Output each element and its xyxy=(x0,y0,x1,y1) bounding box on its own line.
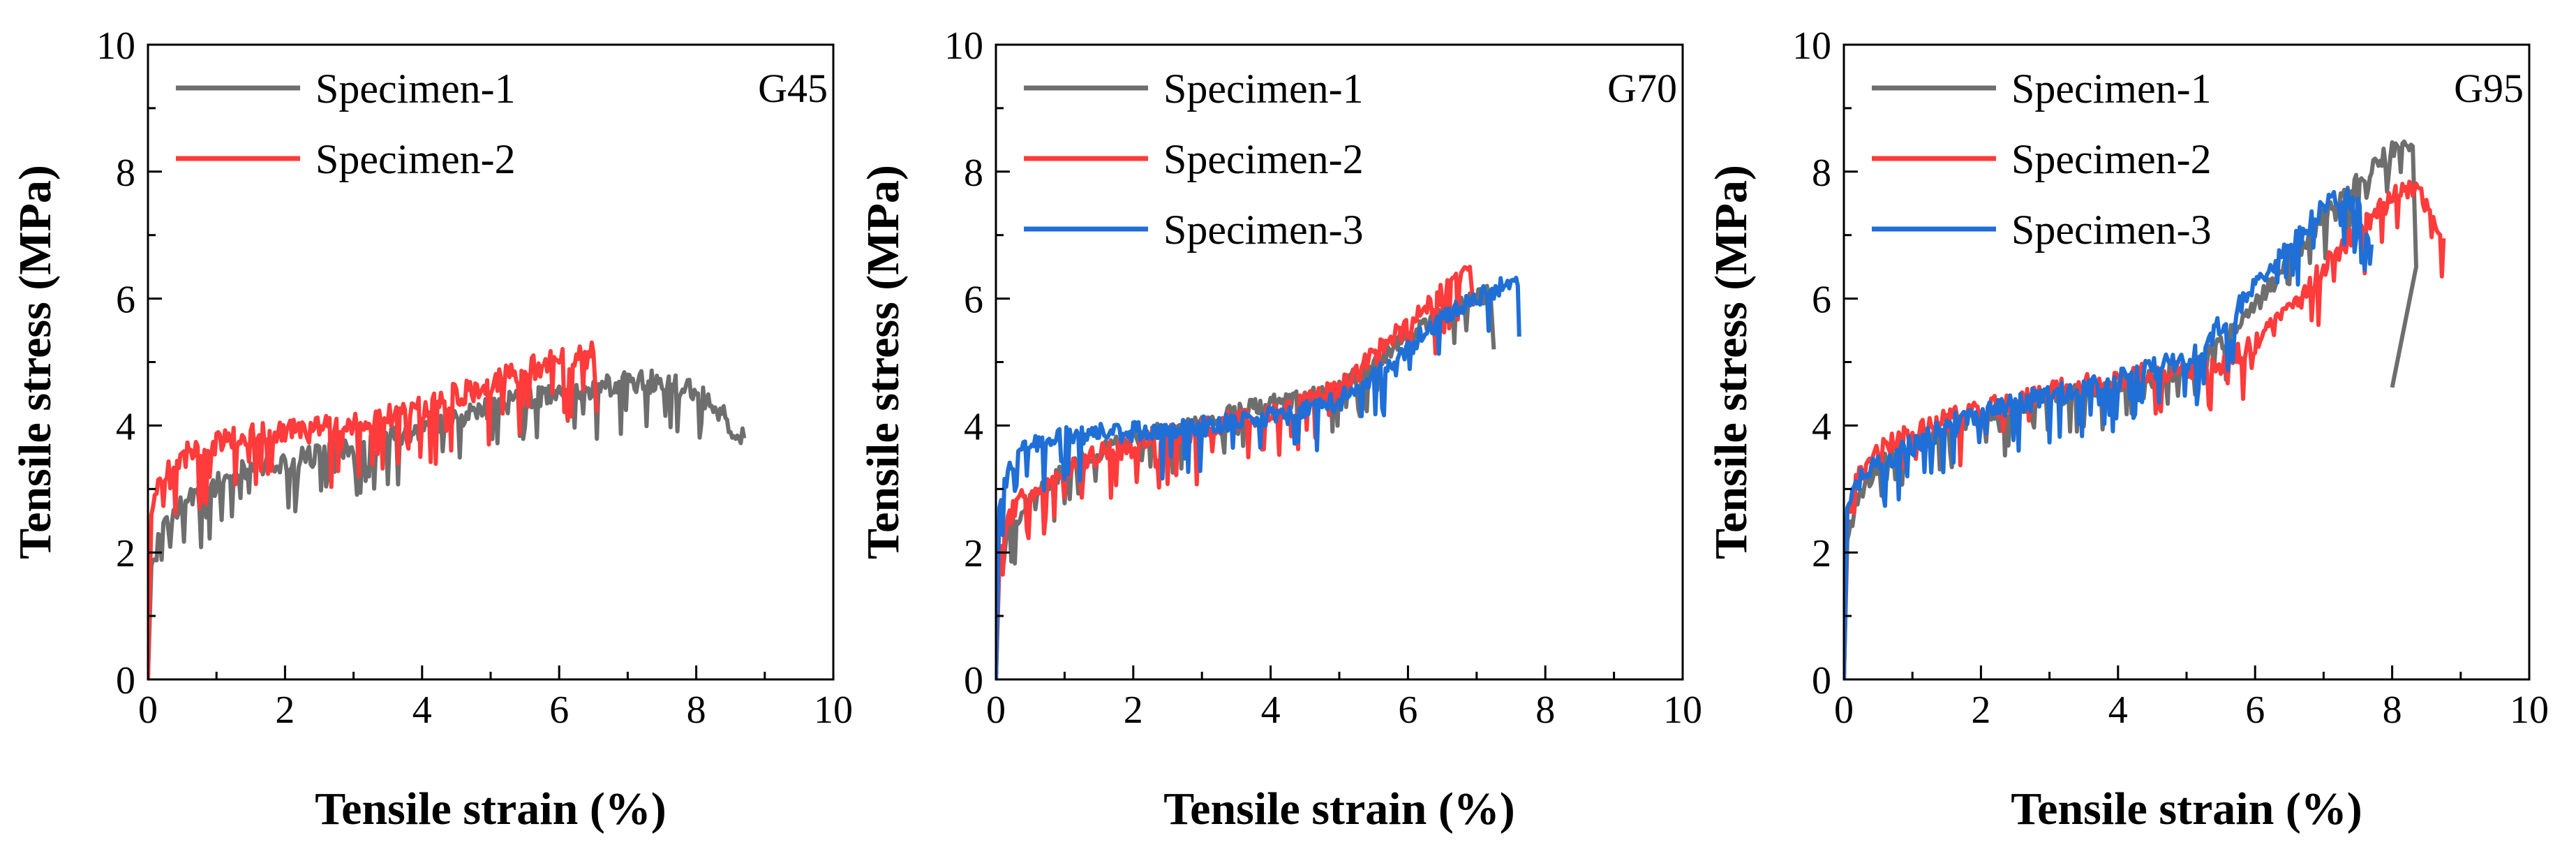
series-line-specimen-2 xyxy=(148,340,600,679)
x-tick-label: 0 xyxy=(986,689,1006,732)
x-tick-label: 8 xyxy=(1535,689,1555,732)
y-tick-label: 6 xyxy=(1812,279,1831,322)
y-tick-label: 4 xyxy=(964,405,983,448)
x-tick-label: 10 xyxy=(2510,689,2549,732)
y-tick-label: 2 xyxy=(1812,532,1831,575)
legend: Specimen-1 Specimen-2 xyxy=(176,66,516,182)
legend-label: Specimen-2 xyxy=(1163,136,1364,182)
x-axis-title: Tensile strain (%) xyxy=(1163,783,1515,834)
legend-label: Specimen-2 xyxy=(2011,136,2212,182)
legend: Specimen-1 Specimen-2 Specimen-3 xyxy=(1872,66,2212,253)
x-tick-label: 10 xyxy=(1663,689,1702,732)
y-axis-title: Tensile stress (MPa) xyxy=(858,165,909,559)
legend-label: Specimen-1 xyxy=(315,66,516,112)
y-tick-label: 8 xyxy=(964,152,983,195)
y-tick-label: 10 xyxy=(944,24,983,68)
y-tick-label: 10 xyxy=(1792,24,1831,68)
panel-tag: G45 xyxy=(758,66,828,111)
y-axis-title: Tensile stress (MPa) xyxy=(1706,165,1757,559)
chart-panel-g70: 0 2 4 6 8 10 0 2 4 6 8 10 Tensile strain (%) Tensile … xyxy=(858,24,1702,834)
y-tick-label: 8 xyxy=(116,152,135,195)
x-tick-label: 8 xyxy=(2383,689,2402,732)
x-tick-label: 6 xyxy=(2245,689,2265,732)
legend-label: Specimen-3 xyxy=(1163,207,1364,253)
series-line-specimen-3 xyxy=(1844,187,2374,679)
x-tick-label: 10 xyxy=(814,689,853,732)
x-tick-label: 6 xyxy=(549,689,569,732)
legend-label: Specimen-1 xyxy=(1163,66,1364,112)
y-tick-label: 2 xyxy=(964,532,983,575)
y-tick-label: 0 xyxy=(964,659,983,702)
x-tick-label: 4 xyxy=(2108,689,2128,732)
legend-label: Specimen-3 xyxy=(2011,207,2212,253)
x-tick-label: 4 xyxy=(412,689,432,732)
y-tick-label: 0 xyxy=(1812,659,1831,702)
y-tick-label: 2 xyxy=(116,532,135,575)
y-tick-label: 8 xyxy=(1812,152,1831,195)
series-line-specimen-3 xyxy=(996,275,1521,679)
x-axis-title: Tensile strain (%) xyxy=(315,783,667,834)
y-tick-label: 6 xyxy=(964,279,983,322)
x-tick-label: 6 xyxy=(1398,689,1417,732)
y-tick-label: 6 xyxy=(116,279,135,322)
x-tick-label: 8 xyxy=(687,689,706,732)
x-tick-label: 0 xyxy=(1834,689,1854,732)
y-tick-label: 10 xyxy=(96,24,135,68)
x-axis-title: Tensile strain (%) xyxy=(2011,783,2362,834)
y-tick-label: 4 xyxy=(116,405,135,448)
panel-tag: G70 xyxy=(1607,66,1677,111)
x-tick-label: 4 xyxy=(1261,689,1281,732)
legend-label: Specimen-2 xyxy=(315,136,516,182)
panel-tag: G95 xyxy=(2454,66,2524,111)
x-tick-label: 2 xyxy=(1971,689,1990,732)
x-tick-label: 2 xyxy=(1124,689,1143,732)
chart-panel-g95: 0 2 4 6 8 10 0 2 4 6 8 10 Tensile strain (%) Tensile … xyxy=(1706,24,2549,834)
x-tick-label: 2 xyxy=(275,689,295,732)
legend-label: Specimen-1 xyxy=(2011,66,2212,112)
y-tick-label: 4 xyxy=(1812,405,1831,448)
chart-panel-g45: 0 2 4 6 8 10 0 2 4 6 8 10 Tensile strain (%) Tensile … xyxy=(10,24,853,834)
x-tick-label: 0 xyxy=(138,689,158,732)
legend: Specimen-1 Specimen-2 Specimen-3 xyxy=(1024,66,1364,253)
y-tick-label: 0 xyxy=(116,659,135,702)
y-axis-title: Tensile stress (MPa) xyxy=(10,165,61,559)
